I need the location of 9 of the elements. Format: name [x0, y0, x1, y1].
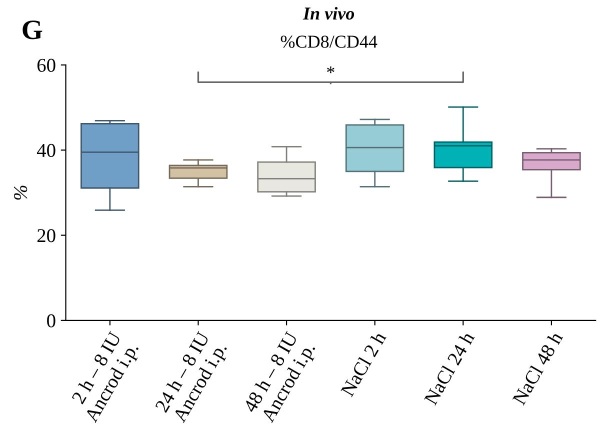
chart-subtitle: %CD8/CD44 [280, 36, 378, 48]
y-tick-label: 0 [47, 314, 56, 328]
y-axis-title: % [14, 186, 28, 200]
chart-title: In vivo [302, 6, 354, 20]
y-tick-label: 40 [36, 144, 56, 158]
text: G [22, 20, 42, 40]
y-tick-label: 60 [37, 58, 56, 72]
y-tick-label: 20 [37, 229, 56, 242]
annotation: * [327, 66, 334, 74]
